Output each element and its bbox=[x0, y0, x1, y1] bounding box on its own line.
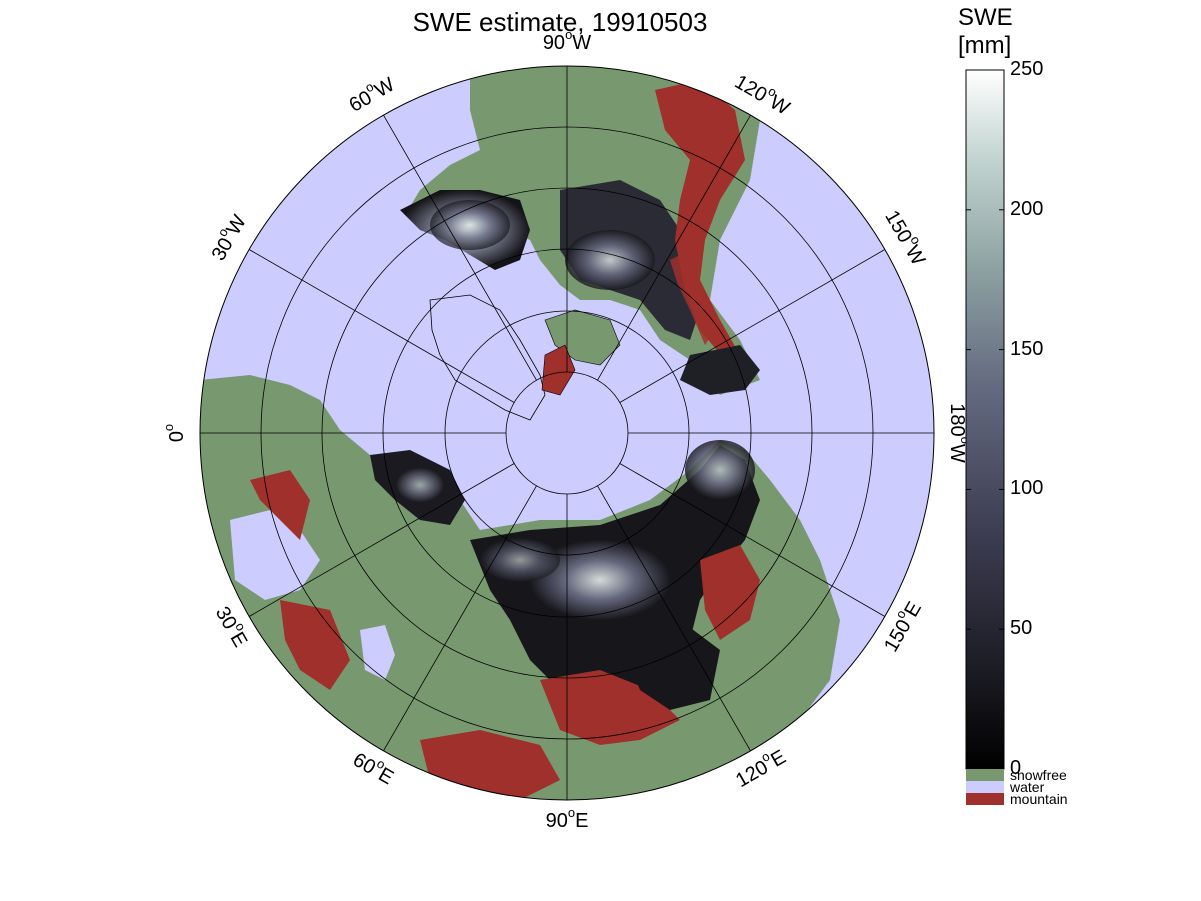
meridian-label: 30oW bbox=[204, 209, 251, 264]
colorbar-gradient bbox=[965, 69, 1005, 770]
colorbar-tick-label: 250 bbox=[1010, 58, 1044, 80]
category-swatch bbox=[966, 769, 1004, 781]
colorbar-category-swatches bbox=[966, 769, 1004, 805]
colorbar-tick-label: 100 bbox=[1010, 477, 1044, 500]
meridian-line bbox=[383, 114, 537, 381]
category-label: water bbox=[1010, 779, 1045, 795]
map-border bbox=[199, 65, 935, 801]
meridian-label: 60oW bbox=[343, 70, 398, 117]
land-layer bbox=[200, 66, 840, 800]
meridian-label: 90oW bbox=[543, 27, 591, 54]
meridian-lines bbox=[200, 66, 934, 800]
rocky-mountains-2 bbox=[670, 250, 715, 345]
meridian-line bbox=[383, 485, 537, 752]
snow-highlight-west bbox=[430, 200, 510, 250]
colorbar-tick-label: 200 bbox=[1010, 197, 1044, 220]
colorbar-tick-label: 50 bbox=[1010, 617, 1033, 640]
meridian-line bbox=[619, 463, 886, 617]
colorbar-tick-label: 150 bbox=[1010, 337, 1044, 360]
colorbar-ticks bbox=[966, 69, 1004, 770]
greenland-outline bbox=[429, 294, 546, 421]
siberia-highlight-3 bbox=[480, 538, 560, 582]
map-title: SWE estimate, 19910503 bbox=[413, 7, 708, 37]
category-swatch bbox=[966, 793, 1004, 805]
meridian-label: 180oW bbox=[946, 403, 973, 463]
snow-highlight-canada bbox=[565, 230, 655, 290]
meridian-label: 90oE bbox=[546, 805, 589, 832]
rocky-mountains bbox=[655, 80, 745, 360]
meridian-line bbox=[248, 463, 515, 617]
alaska-snow bbox=[680, 345, 760, 395]
colorbar-tick-label: 0 bbox=[1010, 757, 1022, 779]
asia-mountains-east bbox=[700, 545, 760, 640]
category-label: mountain bbox=[1010, 791, 1068, 807]
colorbar-title: SWE [mm] bbox=[958, 4, 1013, 60]
europe-mountains bbox=[250, 470, 310, 540]
colorbar-title-line1: SWE bbox=[958, 4, 1013, 31]
caucasus-mountains bbox=[280, 600, 350, 690]
scandinavia-highlight bbox=[395, 467, 445, 503]
meridian-line bbox=[619, 249, 886, 403]
meridian-label: 0o bbox=[161, 424, 188, 442]
meridian-line bbox=[597, 485, 751, 752]
siberia-highlight-2 bbox=[685, 440, 755, 500]
siberia-highlight-1 bbox=[530, 540, 670, 620]
meridian-line bbox=[248, 249, 515, 403]
category-swatch bbox=[966, 781, 1004, 793]
asia-snow-south bbox=[620, 620, 720, 710]
category-label: snowfree bbox=[1010, 767, 1067, 783]
colorbar-title-line2: [mm] bbox=[958, 32, 1012, 59]
meridian-line bbox=[597, 114, 751, 381]
